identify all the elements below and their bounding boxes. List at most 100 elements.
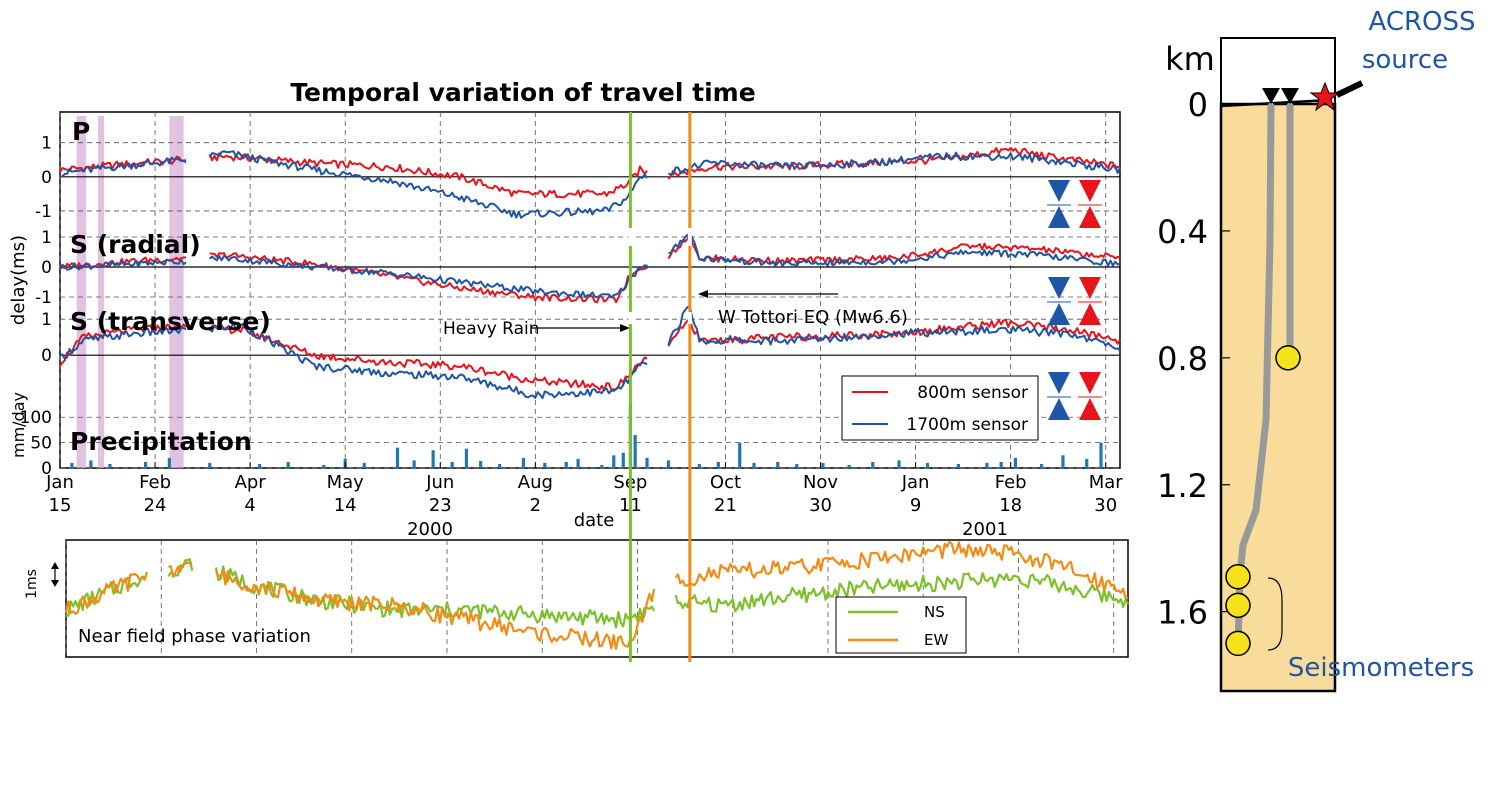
precip-bar <box>633 435 637 468</box>
precip-bar <box>999 461 1003 468</box>
legend-label-1700m: 1700m sensor <box>906 415 1028 435</box>
precip-bar <box>897 460 901 468</box>
precip-bar <box>521 457 526 468</box>
x-axis-label: date <box>574 510 615 531</box>
phase-series-ew <box>64 540 1129 650</box>
panel-label-0: P <box>72 117 90 146</box>
precip-bar <box>1085 458 1089 468</box>
axes: 10-110-110100500Jan15Feb24Apr4May14Jun23… <box>20 134 1124 516</box>
precip-bar <box>543 462 547 468</box>
precip-bar <box>1013 457 1018 468</box>
precip-bar <box>70 462 74 468</box>
precip-bar <box>322 464 326 468</box>
precip-bar <box>621 452 625 468</box>
global-event-lines <box>628 112 692 662</box>
x-tick-label: Jun <box>425 472 454 493</box>
annotation-tottori-arrowhead <box>698 290 708 298</box>
x-tick-sublabel: 15 <box>49 495 72 516</box>
travel-time-chart: Temporal variation of travel time 1 0 -1 1 0… <box>8 78 1123 540</box>
phase-variation-chart: 1ms Near field phase variation NS EW <box>24 539 1129 658</box>
precip-bar <box>985 462 989 468</box>
annotation-heavy-rain-arrowhead <box>620 324 630 332</box>
precip-bar <box>1099 442 1103 468</box>
series-s-transverse--1700m <box>59 305 1121 399</box>
series-p-1700m <box>59 150 1121 219</box>
precip-bar <box>143 461 148 468</box>
borehole-diagram: 0 0.4 0.8 1.2 1.6 km ACROSS source Seismomet… <box>1157 7 1476 693</box>
seismometer-bracket <box>1267 577 1283 651</box>
seismometers-label: Seismometers <box>1288 653 1474 683</box>
polarity-glyph-red-icon <box>1078 277 1102 325</box>
x-tick-sublabel: 18 <box>999 495 1022 516</box>
x-tick-sublabel: 30 <box>809 495 832 516</box>
phase-legend-label-ew: EW <box>924 631 948 649</box>
legend-label-800m: 800m sensor <box>917 383 1028 403</box>
annotation-tottori-eq: W Tottori EQ (Mw6.6) <box>718 307 908 328</box>
depth-ticks: 0 0.4 0.8 1.2 1.6 <box>1157 86 1230 632</box>
precip-bar <box>576 458 580 468</box>
phase-legend: NS EW <box>835 596 967 654</box>
panel-label-1: S (radial) <box>70 230 201 259</box>
depth-unit-label: km <box>1165 40 1215 78</box>
x-tick-sublabel: 24 <box>144 495 167 516</box>
year-label-2001: 2001 <box>962 519 1008 540</box>
precip-unit-label: mm/day <box>9 392 28 458</box>
x-tick-label: Feb <box>995 472 1027 493</box>
phase-series <box>64 540 1129 650</box>
y-tick-label: 0 <box>41 346 52 366</box>
depth-tick-label: 1.2 <box>1157 467 1208 505</box>
precip-bar <box>871 461 875 468</box>
precip-bar <box>362 462 366 468</box>
phase-annotation: Near field phase variation <box>78 626 311 647</box>
year-label-2000: 2000 <box>407 519 453 540</box>
phase-legend-box <box>835 596 967 654</box>
precip-bar <box>167 457 171 468</box>
precip-bar <box>564 461 568 468</box>
wellhead-marker-2 <box>1281 88 1299 104</box>
precip-bar <box>645 457 649 468</box>
polarity-glyph-blue-icon <box>1047 277 1071 325</box>
precip-bar <box>498 463 502 468</box>
panel-label-2: S (transverse) <box>70 307 271 336</box>
precip-bar <box>464 448 469 468</box>
y-tick-label: 0 <box>41 258 52 278</box>
precip-bar <box>752 462 756 468</box>
y-tick-label: 1 <box>41 134 52 154</box>
seismometer-marker <box>1275 345 1301 371</box>
seismometer-marker <box>1225 564 1251 590</box>
precip-bar <box>716 461 720 468</box>
precip-bar <box>258 463 262 468</box>
series <box>59 146 1121 399</box>
y-tick-label: 0 <box>41 168 52 188</box>
y-axis-label: delay(ms) <box>8 235 29 325</box>
legend-box <box>841 375 1039 441</box>
depth-tick-label: 0.8 <box>1157 340 1208 378</box>
precip-bar <box>431 450 435 468</box>
polarity-glyph-red-icon <box>1078 180 1102 228</box>
polarity-glyph-blue-icon <box>1047 180 1071 228</box>
x-tick-label: Apr <box>235 472 267 493</box>
x-tick-label: Mar <box>1089 472 1124 493</box>
precip-bar <box>847 464 851 468</box>
scale-bar-icon <box>51 562 59 587</box>
x-tick-sublabel: 9 <box>910 495 921 516</box>
surface-line <box>1220 98 1331 108</box>
y-tick-label: -1 <box>35 202 52 222</box>
x-tick-sublabel: 23 <box>429 495 452 516</box>
phase-y-label: 1ms <box>24 569 40 599</box>
source-label-line1: ACROSS <box>1368 7 1475 37</box>
precip-bar <box>450 461 454 468</box>
y-tick-label: 1 <box>41 228 52 248</box>
polarity-glyphs <box>1047 180 1102 420</box>
shaded-period-1 <box>98 116 105 468</box>
phase-grid <box>65 540 1115 657</box>
legend: 800m sensor 1700m sensor <box>841 375 1039 441</box>
precip-bar <box>956 463 960 468</box>
annotation-heavy-rain: Heavy Rain <box>443 319 540 339</box>
seismometer-markers <box>1225 345 1301 657</box>
phase-legend-label-ns: NS <box>924 603 945 621</box>
x-tick-label: May <box>327 472 365 493</box>
precip-bar <box>1061 455 1065 468</box>
chart-title: Temporal variation of travel time <box>290 78 755 107</box>
